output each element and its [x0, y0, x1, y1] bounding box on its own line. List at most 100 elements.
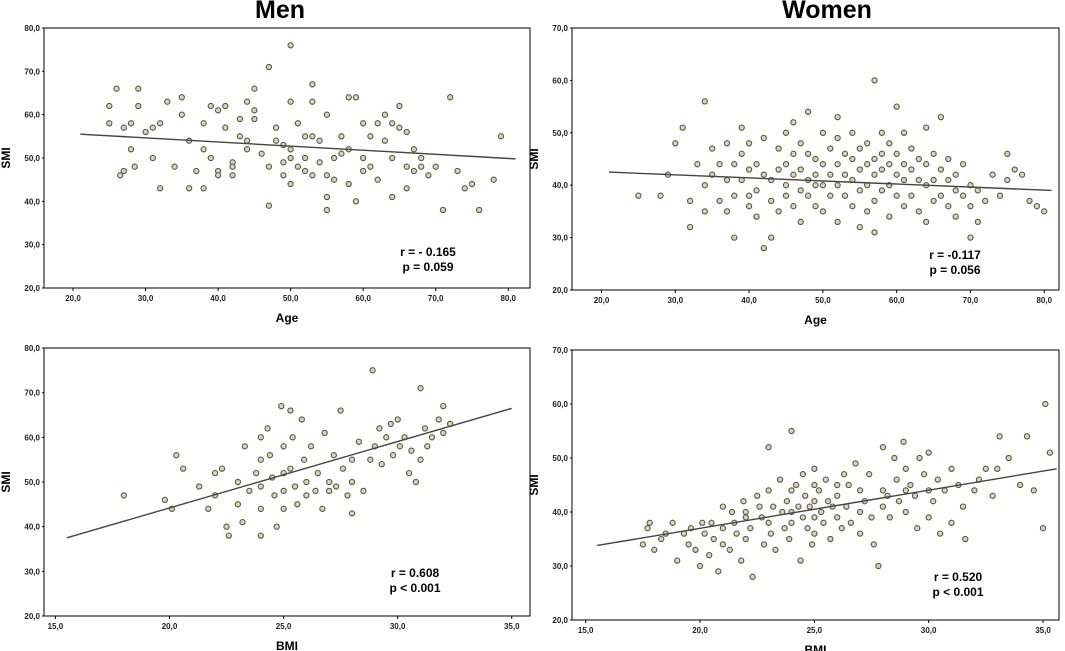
- scatter-point: [243, 146, 251, 153]
- scatter-point: [952, 213, 959, 220]
- scatter-point: [856, 166, 863, 173]
- scatter-point: [819, 161, 827, 168]
- scatter-point: [723, 140, 731, 147]
- scatter-point: [812, 171, 819, 178]
- y-tick-label: 70,0: [24, 67, 40, 76]
- scatter-point: [265, 202, 273, 209]
- scatter-point: [930, 150, 937, 157]
- scatter-point: [294, 120, 302, 127]
- x-axis-label: BMI: [276, 639, 298, 651]
- scatter-point: [246, 487, 253, 495]
- scatter-point: [257, 532, 264, 539]
- scatter-point: [287, 154, 294, 162]
- scatter-point: [907, 481, 914, 489]
- scatter-point: [298, 416, 305, 423]
- scatter-point: [1011, 166, 1018, 173]
- scatter-point: [303, 478, 310, 486]
- x-axis-label: Age: [276, 311, 299, 325]
- scatter-point: [447, 94, 454, 101]
- scatter-point: [200, 185, 207, 192]
- scatter-point: [120, 124, 127, 131]
- scatter-point: [243, 137, 251, 144]
- scatter-point: [967, 203, 974, 210]
- x-tick-label: 20,0: [692, 626, 708, 635]
- scatter-point: [941, 487, 948, 494]
- scatter-point: [775, 166, 782, 173]
- scatter-point: [804, 108, 812, 115]
- scatter-point: [257, 434, 264, 441]
- scatter-point: [902, 465, 909, 472]
- scatter-point: [845, 481, 852, 489]
- scatter-point: [878, 187, 886, 194]
- scatter-point: [200, 120, 207, 127]
- scatter-point: [811, 530, 818, 537]
- scatter-point: [497, 133, 505, 140]
- y-tick-label: 50,0: [24, 154, 40, 163]
- y-axis-label: SMI: [0, 147, 13, 168]
- scatter-point: [657, 192, 664, 199]
- women-title: Women: [782, 0, 872, 24]
- scatter-point: [852, 460, 859, 467]
- scatter-point: [710, 535, 717, 543]
- scatter-point: [196, 483, 203, 490]
- scatter-point: [273, 523, 280, 530]
- scatter-point: [864, 161, 871, 168]
- y-tick-label: 80,0: [24, 24, 40, 33]
- scatter-point: [239, 519, 246, 526]
- scatter-point: [106, 102, 113, 110]
- scatter-point: [827, 535, 834, 543]
- scatter-point: [797, 557, 804, 564]
- scatter-point: [396, 102, 403, 110]
- scatter-point: [355, 438, 363, 445]
- scatter-point: [804, 150, 812, 157]
- scatter-point: [974, 218, 981, 226]
- scatter-point: [432, 163, 439, 170]
- scatter-point: [287, 42, 294, 49]
- scatter-point: [321, 429, 328, 437]
- y-tick-label: 40,0: [552, 508, 568, 517]
- scatter-point: [749, 573, 756, 580]
- p-value: p < 0.001: [932, 585, 983, 599]
- y-tick-label: 40,0: [24, 523, 40, 532]
- scatter-point: [348, 510, 356, 517]
- scatter-point: [834, 218, 841, 226]
- scatter-point: [982, 465, 989, 472]
- scatter-point: [864, 140, 871, 147]
- scatter-point: [396, 443, 404, 450]
- scatter-point: [421, 425, 429, 432]
- scatter-point: [856, 487, 864, 494]
- scatter-point: [314, 469, 321, 477]
- scatter-point: [797, 140, 804, 147]
- scatter-point: [747, 525, 754, 532]
- scatter-point: [971, 487, 978, 494]
- scatter-point: [994, 465, 1001, 472]
- scatter-point: [723, 176, 731, 184]
- scatter-point: [806, 503, 813, 510]
- scatter-point: [822, 476, 829, 483]
- scatter-point: [742, 508, 749, 516]
- scatter-point: [200, 146, 207, 153]
- y-tick-label: 60,0: [552, 400, 568, 409]
- scatter-point: [934, 476, 941, 483]
- x-tick-label: 40,0: [741, 296, 757, 305]
- scatter-point: [425, 172, 432, 179]
- scatter-point: [418, 163, 425, 170]
- scatter-point: [374, 176, 381, 183]
- scatter-point: [856, 145, 863, 152]
- scatter-point: [701, 530, 708, 537]
- y-tick-label: 40,0: [24, 197, 40, 206]
- scatter-point: [301, 154, 309, 162]
- scatter-point: [765, 519, 772, 526]
- scatter-point: [374, 120, 381, 127]
- scatter-point: [403, 185, 410, 192]
- scatter-point: [923, 124, 930, 131]
- scatter-point: [352, 94, 360, 101]
- scatter-point: [454, 167, 461, 175]
- scatter-point: [287, 98, 294, 105]
- y-axis-label: SMI: [527, 148, 541, 169]
- scatter-point: [222, 124, 229, 131]
- scatter-point: [173, 452, 180, 459]
- plot-frame: [43, 347, 531, 617]
- scatter-point: [658, 535, 665, 543]
- scatter-point: [694, 161, 701, 168]
